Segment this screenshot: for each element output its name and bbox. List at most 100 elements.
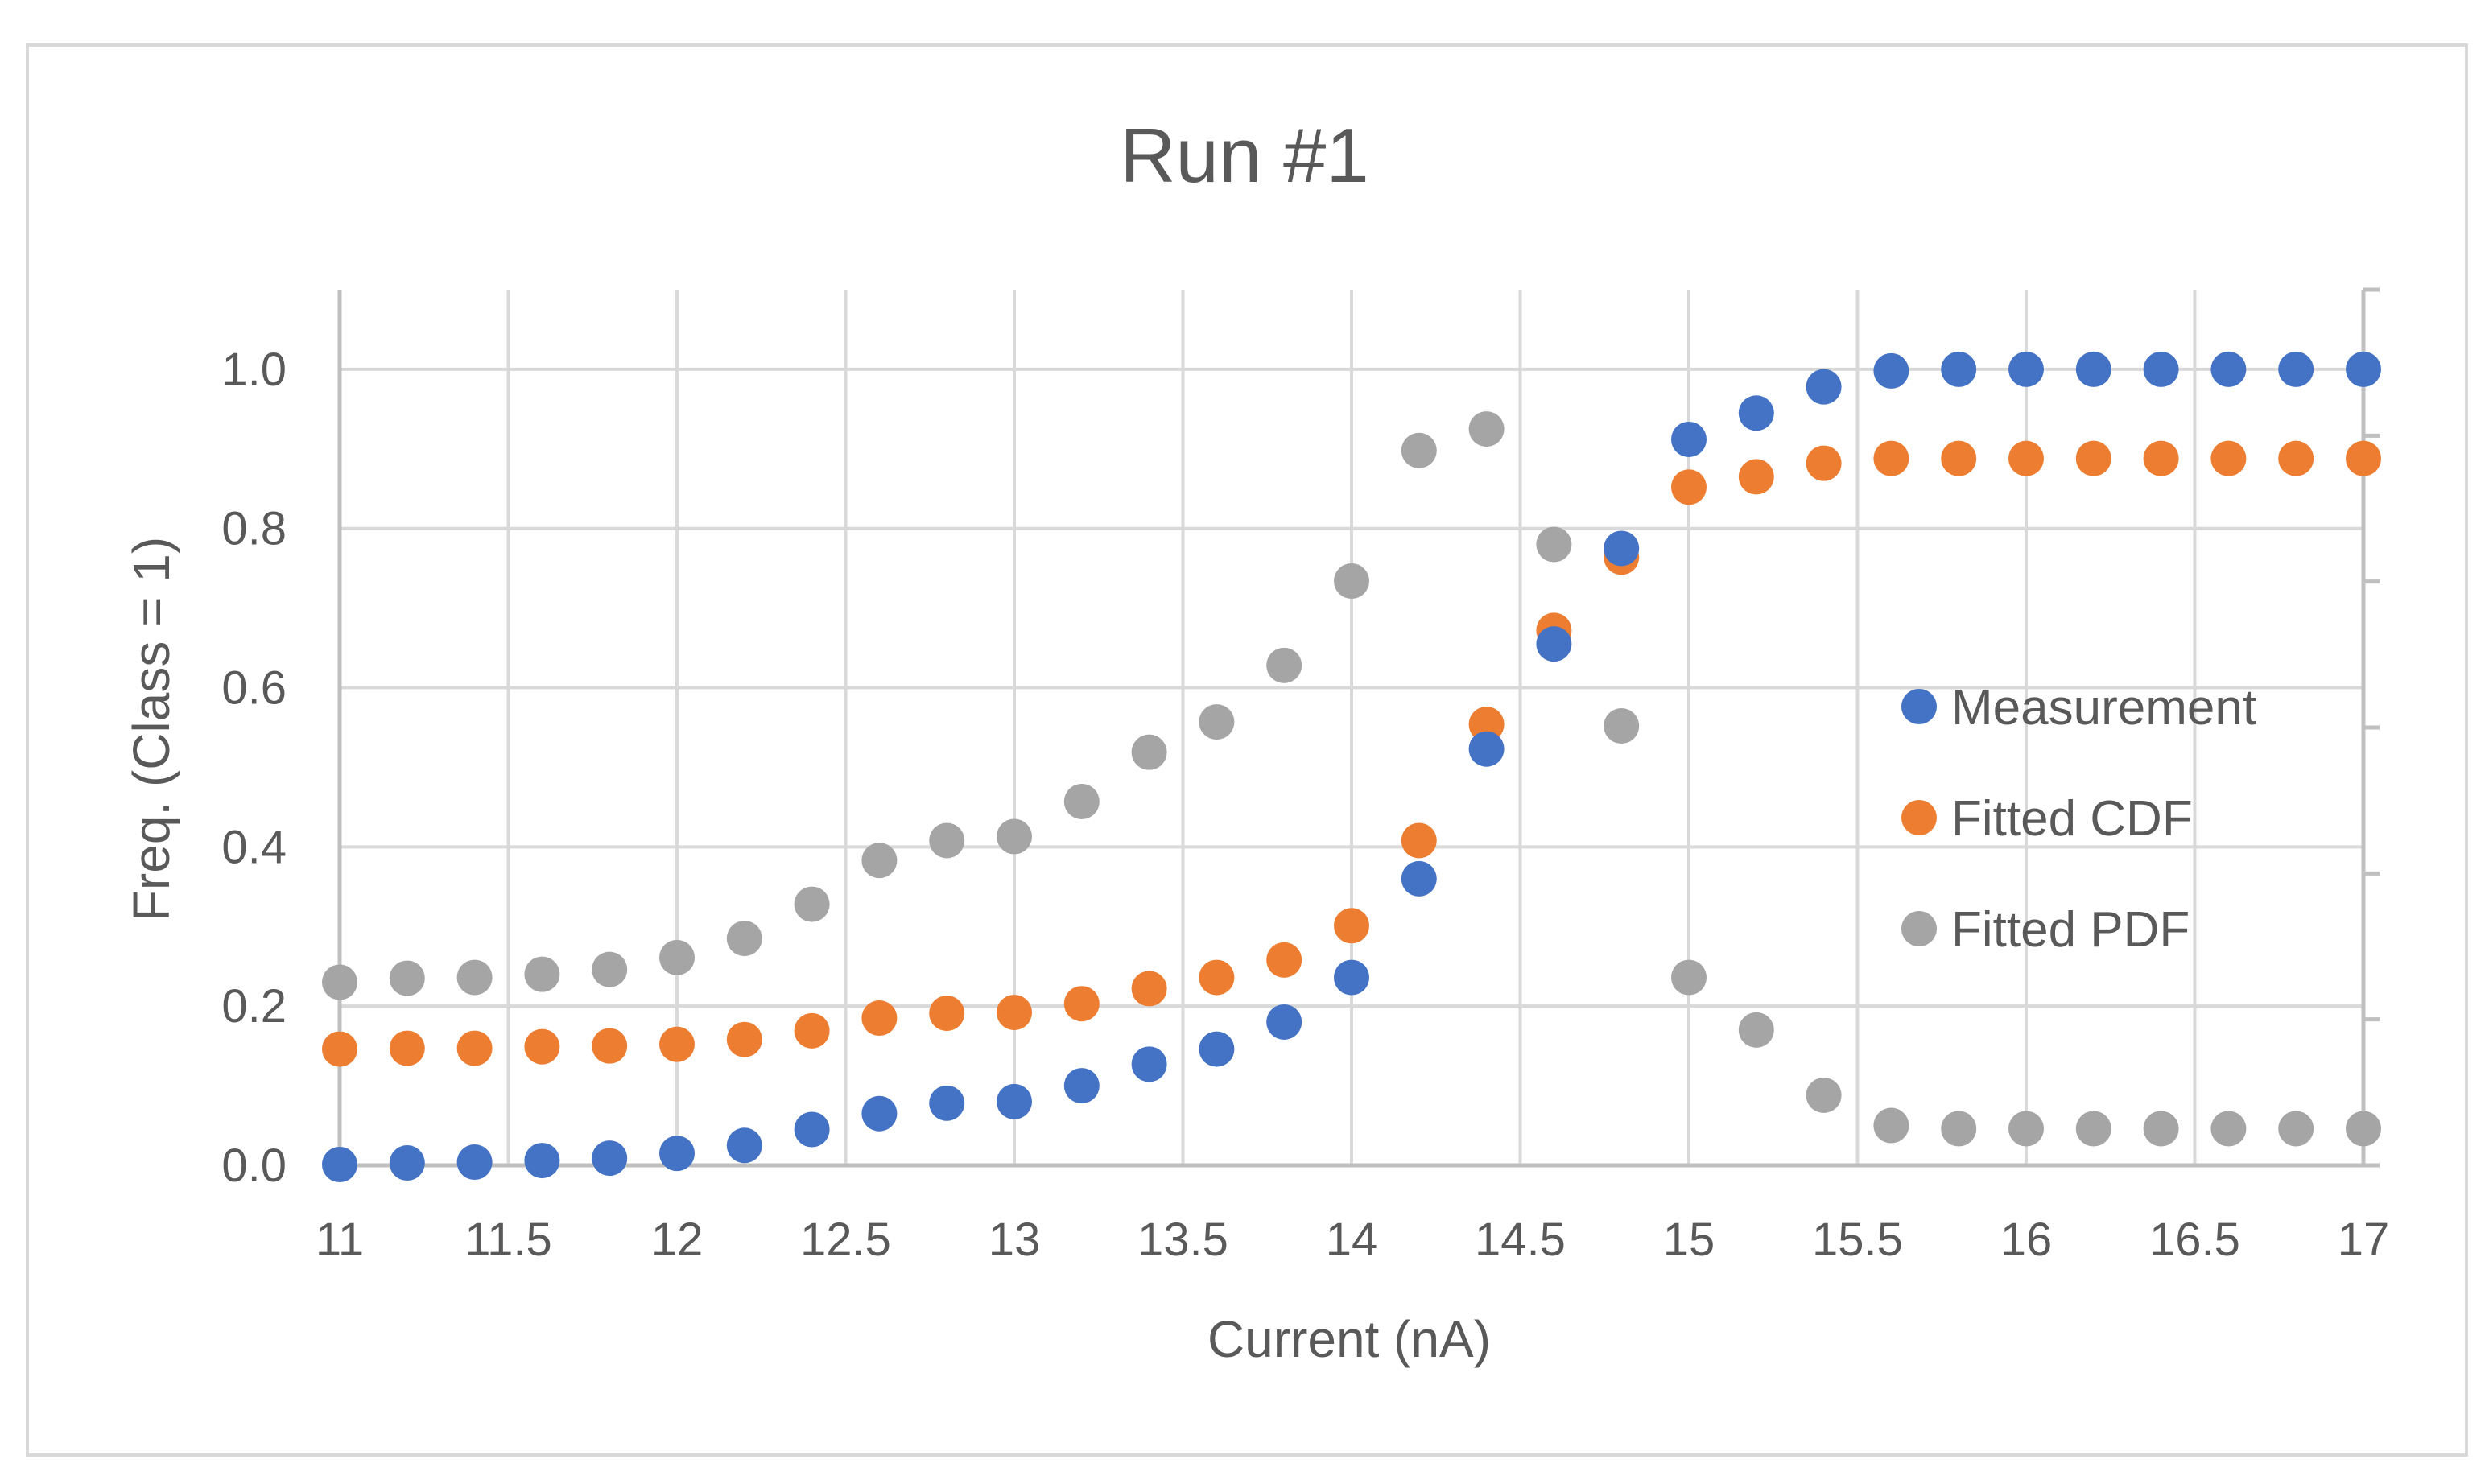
- x-tick-label: 13.5: [1137, 1214, 1228, 1266]
- data-point: [524, 1143, 560, 1179]
- data-point: [2008, 440, 2044, 476]
- data-point: [1671, 959, 1707, 996]
- x-tick-label: 13: [989, 1214, 1041, 1266]
- data-point: [1738, 459, 1774, 495]
- series-fitted-pdf: [322, 411, 2381, 1147]
- data-point: [1738, 395, 1774, 431]
- data-point: [2346, 351, 2381, 387]
- y-axis-title: Freq. (Class = 1): [122, 537, 180, 921]
- data-point: [794, 886, 830, 922]
- x-tick-label: 12: [651, 1214, 704, 1266]
- data-point: [2278, 1111, 2314, 1147]
- data-point: [2143, 1111, 2179, 1147]
- data-point: [524, 1028, 560, 1065]
- x-tick-label: 11.5: [464, 1214, 552, 1266]
- data-point: [1199, 959, 1235, 996]
- legend-label: Measurement: [1951, 680, 2256, 736]
- data-point: [659, 1136, 695, 1172]
- data-point: [1873, 440, 1909, 476]
- data-point: [2210, 440, 2247, 476]
- data-point: [1873, 352, 1909, 389]
- data-point: [861, 843, 898, 879]
- data-point: [456, 1144, 493, 1181]
- chart-frame: [26, 43, 2468, 1457]
- x-tick-label: 15: [1663, 1214, 1715, 1266]
- data-point: [1941, 440, 1977, 476]
- data-point: [1536, 626, 1572, 662]
- legend-item: Fitted PDF: [1901, 902, 2190, 958]
- data-point: [997, 1083, 1032, 1119]
- data-point: [2008, 351, 2044, 387]
- data-point: [929, 1085, 965, 1121]
- data-point: [1334, 959, 1369, 996]
- legend-item: Measurement: [1901, 680, 2256, 736]
- data-point: [659, 1026, 695, 1062]
- x-axis-title: Current (nA): [1207, 1310, 1491, 1368]
- data-point: [1941, 351, 1977, 387]
- x-tick-label: 12.5: [800, 1214, 891, 1266]
- data-point: [997, 995, 1032, 1031]
- data-point: [592, 951, 628, 987]
- data-point: [592, 1028, 628, 1064]
- data-point: [389, 1030, 425, 1066]
- data-point: [322, 1147, 357, 1183]
- x-tick-label: 16.5: [2149, 1214, 2240, 1266]
- data-point: [726, 921, 762, 957]
- y-tick-label: 1.0: [221, 344, 287, 396]
- data-point: [1334, 563, 1369, 600]
- data-point: [1738, 1012, 1774, 1048]
- data-point: [1199, 1031, 1235, 1067]
- data-point: [1468, 707, 1505, 743]
- data-point: [1131, 1046, 1167, 1082]
- data-point: [1671, 469, 1707, 505]
- tick-labels: 11 11.5 12 12.5 13 13.5 14 14.5 15 15.5 16 16.5 17 0.…: [221, 344, 2389, 1266]
- series-measurement: [322, 351, 2381, 1183]
- data-point: [1131, 971, 1167, 1007]
- data-point: [726, 1127, 762, 1164]
- data-point: [1401, 860, 1437, 897]
- data-point: [1334, 908, 1369, 944]
- data-point: [1131, 734, 1167, 770]
- data-point: [1266, 1004, 1302, 1040]
- data-point: [997, 818, 1032, 855]
- data-point: [456, 1030, 493, 1066]
- data-point: [1199, 704, 1235, 740]
- data-point: [726, 1021, 762, 1057]
- data-point: [524, 956, 560, 992]
- data-point: [1468, 411, 1505, 447]
- data-point: [1671, 421, 1707, 457]
- y-tick-label: 0.8: [221, 503, 287, 555]
- data-point: [2210, 1111, 2247, 1147]
- data-point: [2075, 351, 2111, 387]
- data-point: [2346, 440, 2381, 476]
- data-point: [1468, 731, 1505, 767]
- data-point: [456, 959, 493, 996]
- legend-label: Fitted CDF: [1951, 791, 2193, 847]
- data-point: [794, 1012, 830, 1049]
- data-point: [1806, 369, 1842, 405]
- data-point: [2278, 351, 2314, 387]
- data-point: [2278, 440, 2314, 476]
- data-point: [389, 960, 425, 996]
- data-point: [1941, 1111, 1977, 1147]
- x-tick-label: 14.5: [1475, 1214, 1566, 1266]
- data-point: [1536, 526, 1572, 563]
- data-point: [2143, 351, 2179, 387]
- data-point: [1873, 1107, 1909, 1144]
- legend-label: Fitted PDF: [1951, 902, 2190, 958]
- data-point: [659, 939, 695, 975]
- x-tick-label: 11: [316, 1214, 364, 1266]
- x-tick-label: 17: [2338, 1214, 2390, 1266]
- data-point: [2346, 1111, 2381, 1147]
- data-point: [2075, 1111, 2111, 1147]
- y-tick-label: 0.6: [221, 662, 287, 715]
- data-point: [2075, 440, 2111, 476]
- legend-item: Fitted CDF: [1901, 791, 2193, 847]
- data-point: [1806, 445, 1842, 481]
- data-point: [1401, 822, 1437, 859]
- data-point: [929, 996, 965, 1032]
- data-point: [1063, 1068, 1100, 1104]
- series-fitted-cdf: [322, 440, 2381, 1067]
- data-point: [2210, 351, 2247, 387]
